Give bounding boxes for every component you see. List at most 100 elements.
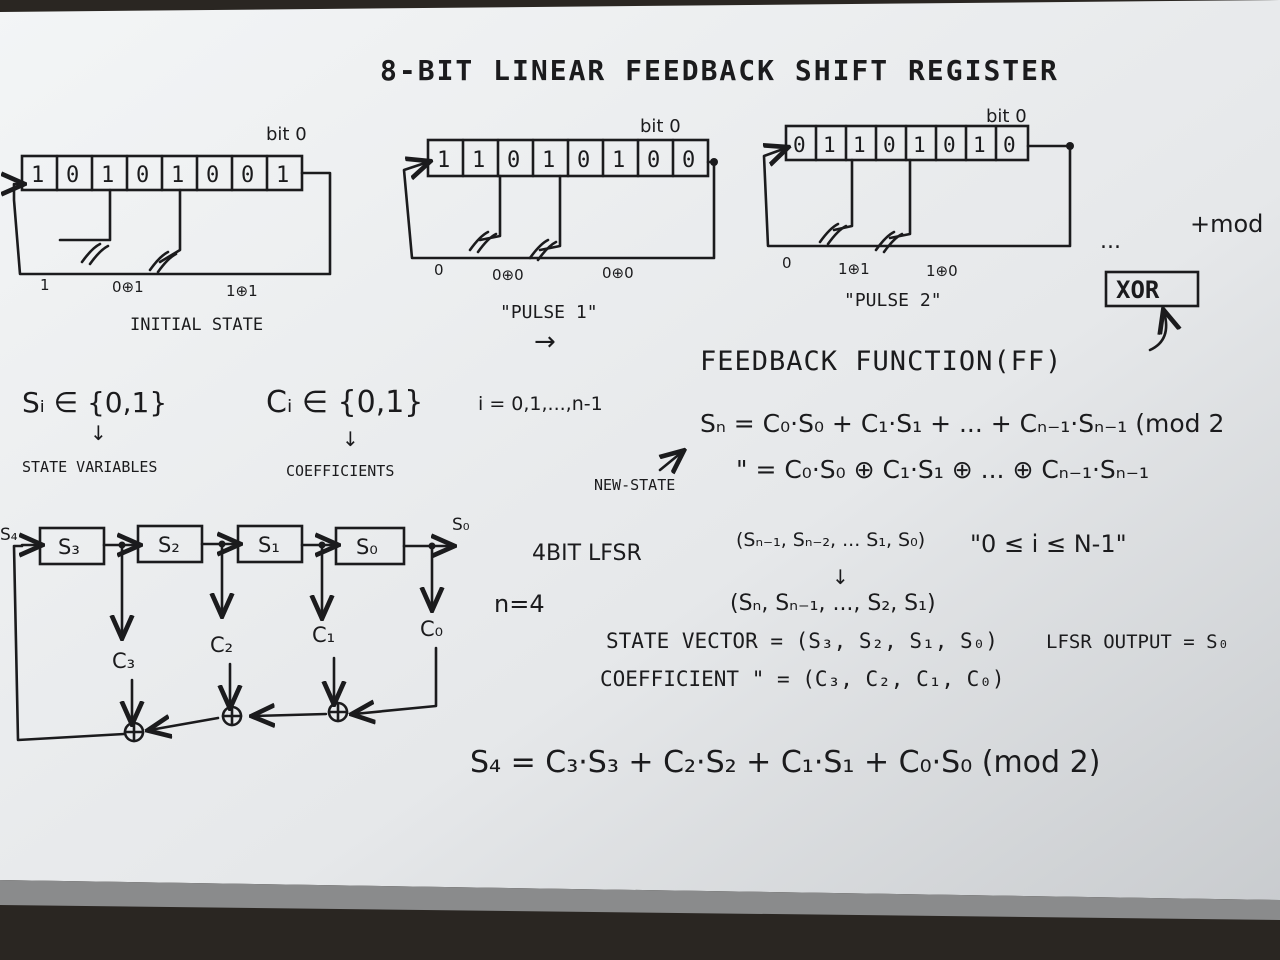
register-bit: 0 xyxy=(136,163,149,188)
board-title: 8-BIT LINEAR FEEDBACK SHIFT REGISTER xyxy=(380,54,1059,87)
register-bit: 0 xyxy=(682,148,695,173)
lfsr4-label: 4BIT LFSR xyxy=(532,541,642,566)
s4-equation: S₄ = C₃·S₃ + C₂·S₂ + C₁·S₁ + C₀·S₀ (mod … xyxy=(470,745,1100,780)
xor-node-icon xyxy=(221,705,243,727)
xor-gate-icon xyxy=(818,222,848,246)
ellipsis: ... xyxy=(1100,229,1121,254)
board-surface xyxy=(0,0,1280,900)
index-range: i = 0,1,...,n-1 xyxy=(478,393,603,415)
register-bit: 1 xyxy=(913,133,926,157)
register-caption: INITIAL STATE xyxy=(130,315,263,335)
register-bit: 1 xyxy=(31,163,44,188)
tap-value: 1⊕0 xyxy=(926,262,958,280)
register-bit: 1 xyxy=(171,163,184,188)
state-vector-new: (Sₙ, Sₙ₋₁, ..., S₂, S₁) xyxy=(730,591,936,616)
arrow-icon xyxy=(660,452,682,470)
register-bit: 0 xyxy=(507,148,520,173)
xor-gate-icon xyxy=(80,242,110,266)
register-bit: 1 xyxy=(973,133,986,157)
tap-value: 0 xyxy=(782,254,792,272)
tap-value: 0 xyxy=(434,261,444,279)
xor-box-label: XOR xyxy=(1116,276,1160,304)
coefficients-label: COEFFICIENTS xyxy=(286,462,394,480)
xor-gate-icon xyxy=(874,230,904,254)
n-equals: n=4 xyxy=(494,590,545,618)
cell-label: S₁ xyxy=(258,533,280,557)
feedback-loop xyxy=(12,544,126,742)
input-label: S₄ xyxy=(0,525,18,545)
coefficient-def: Cᵢ ∈ {0,1} xyxy=(266,385,423,420)
register-bit: 1 xyxy=(472,148,485,173)
new-state-label: NEW-STATE xyxy=(594,476,675,494)
xor-gate-icon xyxy=(468,230,498,254)
xor-gate-icon xyxy=(148,250,178,274)
down-arrow-icon: ↓ xyxy=(832,565,849,589)
tap-wire xyxy=(158,188,182,264)
register-cells: 1 1 0 1 0 1 0 0 xyxy=(426,138,710,178)
tap-value: 0⊕0 xyxy=(492,266,524,284)
index-constraint: "0 ≤ i ≤ N-1" xyxy=(970,530,1127,558)
register-cells: 0 1 1 0 1 0 1 0 xyxy=(784,124,1030,162)
tap-value: 1⊕1 xyxy=(226,282,258,300)
xor-box xyxy=(1104,270,1200,308)
state-vector-eq: STATE VECTOR = (S₃, S₂, S₁, S₀) xyxy=(606,629,998,653)
tap-value: 1⊕1 xyxy=(838,260,870,278)
tap-value: 0⊕0 xyxy=(602,264,634,282)
register-caption: "PULSE 2" xyxy=(844,290,942,311)
tap-value: 0⊕1 xyxy=(112,278,144,296)
register-bit: 0 xyxy=(1003,133,1016,157)
coeff-label: C₀ xyxy=(420,617,443,641)
tap-value: 1 xyxy=(40,276,50,294)
register-bit: 1 xyxy=(101,163,114,188)
sn-equation-xor: " = C₀·S₀ ⊕ C₁·S₁ ⊕ ... ⊕ Cₙ₋₁·Sₙ₋₁ xyxy=(736,455,1149,484)
feedback-loop xyxy=(14,173,332,276)
down-arrow-icon: ↓ xyxy=(90,421,107,445)
tap-wire xyxy=(478,174,502,242)
arrow-right-icon: → xyxy=(534,327,556,357)
xor-node-icon xyxy=(327,701,349,723)
bit0-label: bit 0 xyxy=(266,124,307,145)
mod-note: +mod xyxy=(1190,210,1263,238)
board-tray xyxy=(0,880,1280,920)
down-arrow-icon: ↓ xyxy=(342,427,359,451)
register-bit: 1 xyxy=(542,148,555,173)
output-label: S₀ xyxy=(452,515,470,535)
lfsr-output-eq: LFSR OUTPUT = S₀ xyxy=(1046,631,1229,653)
register-bit: 1 xyxy=(823,133,836,157)
register-caption: "PULSE 1" xyxy=(500,302,598,323)
arrow-icon xyxy=(1148,312,1166,352)
tap-wire xyxy=(58,188,112,242)
bit0-label: bit 0 xyxy=(640,116,681,137)
sn-equation-sum: Sₙ = C₀·S₀ + C₁·S₁ + ... + Cₙ₋₁·Sₙ₋₁ (mo… xyxy=(700,409,1224,438)
register-bit: 0 xyxy=(943,133,956,157)
register-bit: 0 xyxy=(206,163,219,188)
coeff-label: C₃ xyxy=(112,649,135,673)
feedback-loop xyxy=(762,146,1072,248)
coeff-label: C₂ xyxy=(210,633,233,657)
register-bit: 1 xyxy=(612,148,625,173)
xor-node-icon xyxy=(123,721,145,743)
lfsr-4bit-diagram: S₄ S₃ S₂ S₁ S₀ S₀ C₃ C₂ C₁ C₀ xyxy=(0,515,470,743)
feedback-function-title: FEEDBACK FUNCTION(FF) xyxy=(700,346,1062,377)
cell-label: S₃ xyxy=(58,535,80,559)
xor-gate-icon xyxy=(528,238,558,262)
state-vector-old: (Sₙ₋₁, Sₙ₋₂, ... S₁, S₀) xyxy=(736,529,925,551)
feedback-loop xyxy=(402,162,716,260)
register-bit: 1 xyxy=(437,148,450,173)
register-bit: 1 xyxy=(276,163,289,188)
register-bit: 1 xyxy=(853,133,866,157)
register-initial-state: bit 0 1 0 1 0 1 0 0 1 1 0⊕1 1⊕1 INITIAL … xyxy=(14,124,332,335)
register-cells: 1 0 1 0 1 0 0 1 xyxy=(20,154,304,192)
coefficient-vector-eq: COEFFICIENT " = (C₃, C₂, C₁, C₀) xyxy=(600,667,1005,691)
register-pulse-2: bit 0 0 1 1 0 1 0 1 0 0 1⊕1 1⊕0 "PULSE 2 xyxy=(762,106,1074,311)
state-variable-def: Sᵢ ∈ {0,1} xyxy=(22,386,167,419)
register-pulse-1: bit 0 1 1 0 1 0 1 0 0 0 0⊕0 0⊕0 "PULSE 1 xyxy=(402,116,718,357)
state-variables-label: STATE VARIABLES xyxy=(22,458,157,476)
coeff-label: C₁ xyxy=(312,623,335,647)
cell-label: S₂ xyxy=(158,533,180,557)
register-bit: 0 xyxy=(577,148,590,173)
register-bit: 0 xyxy=(647,148,660,173)
register-bit: 0 xyxy=(66,163,79,188)
register-bit: 0 xyxy=(883,133,896,157)
